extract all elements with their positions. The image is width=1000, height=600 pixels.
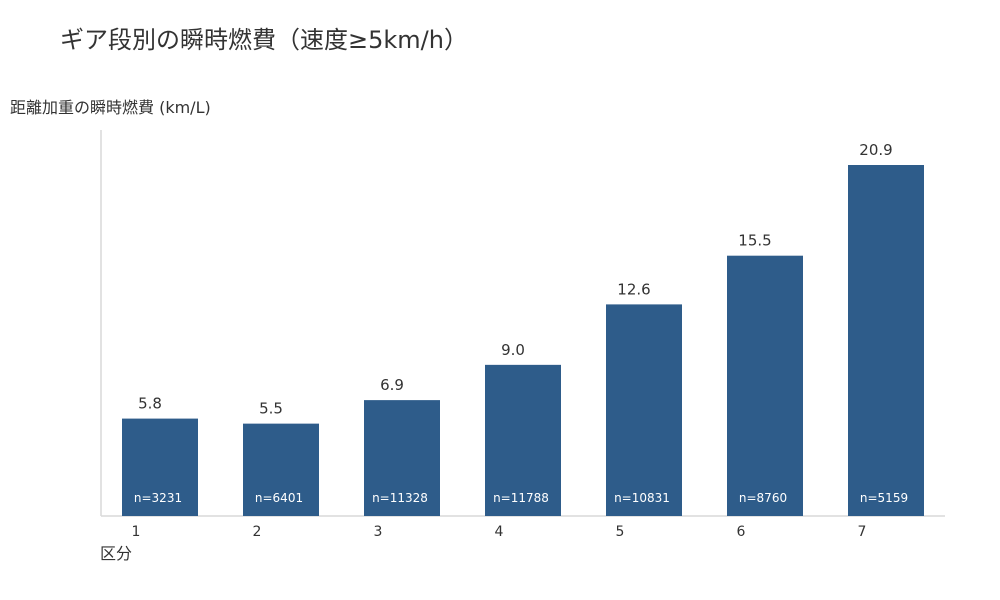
- count-label: n=5159: [860, 491, 908, 505]
- count-label: n=11328: [372, 491, 428, 505]
- x-tick-label: 3: [374, 524, 383, 540]
- count-label: n=11788: [493, 491, 549, 505]
- value-label: 5.5: [259, 400, 283, 418]
- value-label: 20.9: [859, 141, 892, 159]
- count-label: n=8760: [739, 491, 787, 505]
- x-tick-label: 6: [737, 524, 746, 540]
- x-tick-label: 1: [132, 524, 141, 540]
- chart-title: ギア段別の瞬時燃費（速度≥5km/h）: [60, 26, 468, 54]
- x-tick-label: 5: [616, 524, 625, 540]
- value-label: 12.6: [617, 280, 650, 298]
- count-label: n=3231: [134, 491, 182, 505]
- bar: [485, 364, 561, 516]
- x-tick-label: 7: [858, 524, 867, 540]
- x-axis-label: 区分: [100, 544, 133, 563]
- value-label: 15.5: [738, 232, 771, 250]
- bar: [727, 255, 803, 516]
- bar: [848, 165, 924, 516]
- value-label: 9.0: [501, 341, 525, 359]
- x-tick-label: 4: [495, 524, 504, 540]
- bar: [122, 418, 198, 516]
- count-label: n=10831: [614, 491, 670, 505]
- bar: [364, 400, 440, 516]
- value-label: 6.9: [380, 376, 404, 394]
- count-label: n=6401: [255, 491, 303, 505]
- x-tick-label: 2: [253, 524, 262, 540]
- value-label: 5.8: [138, 395, 162, 413]
- bar: [606, 304, 682, 516]
- bar: [243, 423, 319, 516]
- y-axis-label: 距離加重の瞬時燃費 (km/L): [10, 98, 211, 117]
